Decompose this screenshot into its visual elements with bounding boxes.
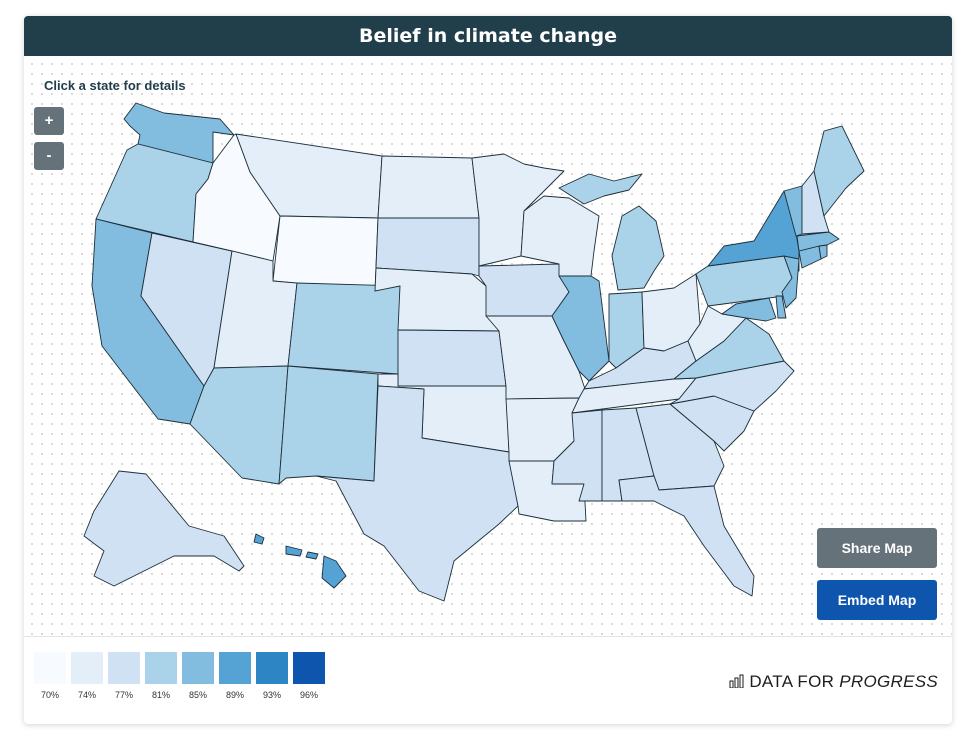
legend-swatch — [145, 652, 177, 684]
legend-swatch — [108, 652, 140, 684]
state-delaware[interactable] — [775, 295, 787, 319]
legend-label: 70% — [40, 690, 59, 700]
legend-swatch — [34, 652, 66, 684]
legend-swatch — [71, 652, 103, 684]
state-florida[interactable] — [618, 475, 755, 597]
state-iowa[interactable] — [478, 263, 570, 317]
state-new-hampshire[interactable] — [801, 170, 830, 235]
divider — [24, 636, 952, 637]
share-map-button[interactable]: Share Map — [817, 528, 937, 568]
legend-swatch — [256, 652, 288, 684]
state-illinois[interactable] — [551, 275, 610, 382]
brand-emphasis: PROGRESS — [839, 672, 938, 691]
zoom-in-button[interactable]: + — [34, 107, 64, 135]
legend-label: 96% — [299, 690, 318, 700]
state-hawaii[interactable] — [253, 533, 347, 589]
zoom-out-button[interactable]: - — [34, 142, 64, 170]
us-map[interactable] — [24, 56, 952, 636]
state-michigan[interactable] — [611, 205, 665, 291]
legend-label: 89% — [225, 690, 244, 700]
legend-label: 74% — [77, 690, 96, 700]
legend-swatch — [182, 652, 214, 684]
state-texas[interactable] — [315, 385, 519, 602]
bar-chart-icon — [729, 673, 745, 693]
state-south-dakota[interactable] — [375, 217, 480, 277]
legend-label: 93% — [262, 690, 281, 700]
state-michigan-up[interactable] — [558, 173, 643, 205]
state-maine[interactable] — [813, 125, 865, 217]
state-north-dakota[interactable] — [377, 155, 480, 219]
state-maryland[interactable] — [721, 297, 777, 322]
legend-swatch — [219, 652, 251, 684]
state-washington[interactable] — [123, 102, 235, 164]
legend-label: 81% — [151, 690, 170, 700]
legend-label: 85% — [188, 690, 207, 700]
map-hint: Click a state for details — [44, 78, 186, 93]
embed-map-button[interactable]: Embed Map — [817, 580, 937, 620]
state-wisconsin[interactable] — [520, 195, 600, 277]
brand-logo: DATA FOR PROGRESS — [729, 672, 938, 693]
state-wyoming[interactable] — [272, 215, 379, 292]
state-alaska[interactable] — [83, 470, 245, 587]
legend-swatch — [293, 652, 325, 684]
legend-label: 77% — [114, 690, 133, 700]
state-kansas[interactable] — [397, 329, 507, 387]
map-title: Belief in climate change — [24, 16, 952, 56]
state-minnesota[interactable] — [471, 153, 565, 267]
state-new-jersey[interactable] — [781, 255, 800, 309]
brand-prefix: DATA FOR — [749, 672, 840, 691]
map-area: Click a state for details + - Share Map … — [24, 56, 952, 636]
state-colorado[interactable] — [287, 282, 401, 375]
state-new-mexico[interactable] — [278, 365, 379, 485]
map-card: Belief in climate change — [24, 16, 952, 724]
